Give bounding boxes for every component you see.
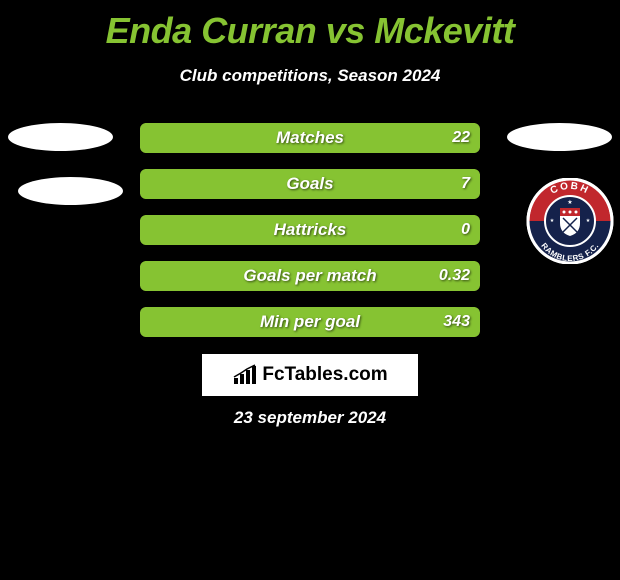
brand-text: FcTables.com	[262, 364, 387, 386]
club-badge: ★ ★ ★ COBH RAMBLERS F.C.	[520, 178, 620, 264]
bar-value: 0	[461, 215, 470, 245]
stat-bars: Matches22 Goals7 Hattricks0 Goals per match…	[140, 123, 480, 353]
stat-bar: Min per goal343	[140, 307, 480, 337]
bar-label: Goals	[140, 169, 480, 199]
bar-label: Matches	[140, 123, 480, 153]
svg-text:★: ★	[567, 199, 572, 206]
bar-value: 7	[461, 169, 470, 199]
stat-bar: Goals per match0.32	[140, 261, 480, 291]
date-line: 23 september 2024	[0, 408, 620, 428]
left-ellipse-2	[18, 177, 123, 205]
page-title: Enda Curran vs Mckevitt	[0, 0, 620, 52]
brand-chart-icon	[232, 364, 260, 386]
bar-label: Min per goal	[140, 307, 480, 337]
bar-value: 0.32	[439, 261, 470, 291]
right-ellipse-1	[507, 123, 612, 151]
svg-text:★: ★	[550, 218, 555, 224]
left-ellipse-1	[8, 123, 113, 151]
bar-label: Hattricks	[140, 215, 480, 245]
stat-bar: Matches22	[140, 123, 480, 153]
stat-bar: Hattricks0	[140, 215, 480, 245]
brand-box: FcTables.com	[202, 354, 418, 396]
bar-value: 22	[452, 123, 470, 153]
subtitle: Club competitions, Season 2024	[0, 66, 620, 86]
bar-label: Goals per match	[140, 261, 480, 291]
bar-value: 343	[443, 307, 470, 337]
svg-text:★: ★	[586, 218, 591, 224]
stat-bar: Goals7	[140, 169, 480, 199]
